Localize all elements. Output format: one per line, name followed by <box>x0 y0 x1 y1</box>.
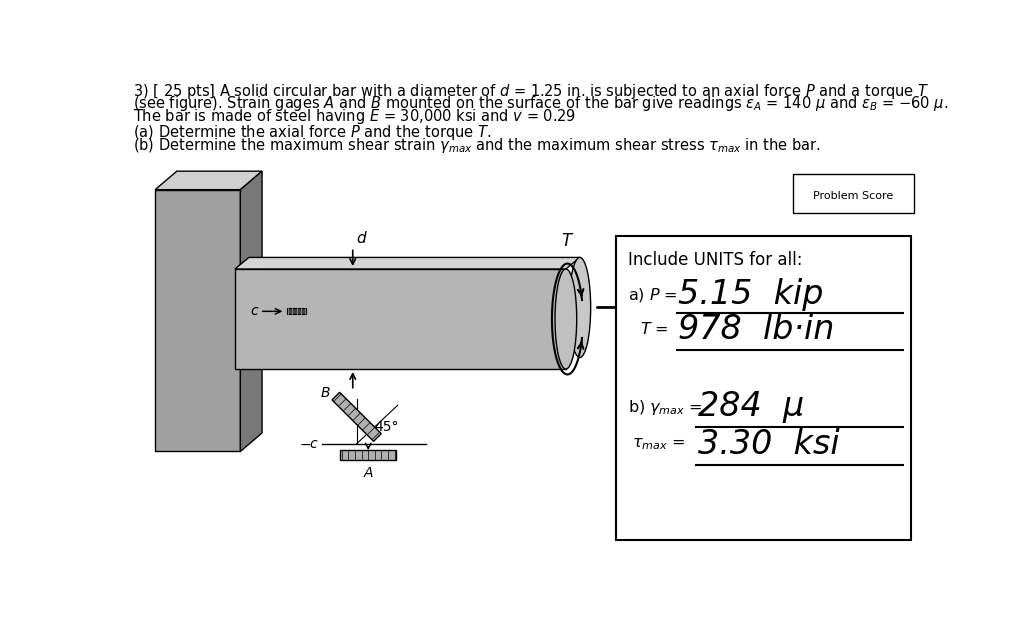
Text: Problem Score: Problem Score <box>813 191 894 201</box>
Text: $B$: $B$ <box>321 386 331 400</box>
Polygon shape <box>241 171 262 452</box>
Polygon shape <box>332 392 381 441</box>
Text: $P$: $P$ <box>643 298 654 316</box>
Text: 5.15  kip: 5.15 kip <box>678 278 823 311</box>
Polygon shape <box>155 190 241 452</box>
Text: $\tau_{max}$ =: $\tau_{max}$ = <box>632 436 685 452</box>
Text: b) $\gamma_{max}$ =: b) $\gamma_{max}$ = <box>628 397 702 417</box>
Polygon shape <box>234 258 580 269</box>
Text: Include UNITS for all:: Include UNITS for all: <box>628 252 803 269</box>
Polygon shape <box>155 171 262 190</box>
Polygon shape <box>234 269 566 369</box>
Text: 45°: 45° <box>375 420 399 434</box>
Bar <box>616 236 910 540</box>
Text: (see figure). Strain gages $A$ and $B$ mounted on the surface of the bar give re: (see figure). Strain gages $A$ and $B$ m… <box>133 94 948 113</box>
Text: 284  μ: 284 μ <box>697 390 804 423</box>
Text: The bar is made of steel having $E$ = 30,000 ksi and $v$ = 0.29: The bar is made of steel having $E$ = 30… <box>133 106 575 125</box>
Text: 3) [ 25 pts] A solid circular bar with a diameter of $d$ = 1.25 in. is subjected: 3) [ 25 pts] A solid circular bar with a… <box>133 82 929 101</box>
Text: $-$: $-$ <box>299 437 311 451</box>
Text: (a) Determine the axial force $P$ and the torque $T$.: (a) Determine the axial force $P$ and th… <box>133 124 490 142</box>
Text: a) $P$ =: a) $P$ = <box>628 286 678 304</box>
Bar <box>287 308 306 315</box>
Text: $c$: $c$ <box>251 304 260 318</box>
Bar <box>340 451 396 460</box>
Text: (b) Determine the maximum shear strain $\gamma_{max}$ and the maximum shear stre: (b) Determine the maximum shear strain $… <box>133 136 820 154</box>
Text: 3.30  ksi: 3.30 ksi <box>697 428 840 462</box>
Text: 978  lb·in: 978 lb·in <box>678 313 835 346</box>
Ellipse shape <box>569 258 591 358</box>
Text: $c$: $c$ <box>309 437 318 451</box>
Text: $T$ =: $T$ = <box>640 321 668 337</box>
Text: $A$: $A$ <box>362 467 374 480</box>
Text: $d$: $d$ <box>356 230 368 246</box>
Bar <box>793 174 913 213</box>
Ellipse shape <box>555 269 577 369</box>
Text: $T$: $T$ <box>561 232 574 250</box>
